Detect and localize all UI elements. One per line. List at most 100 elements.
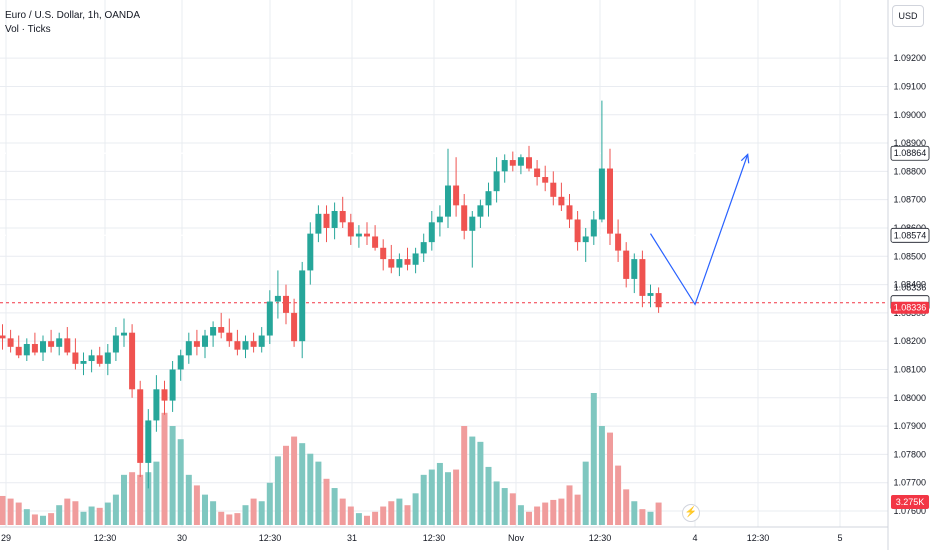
volume-bar[interactable] bbox=[23, 509, 30, 525]
candle-body[interactable] bbox=[291, 312, 298, 342]
volume-bar[interactable] bbox=[323, 478, 330, 525]
candle-body[interactable] bbox=[493, 171, 500, 192]
candle-body[interactable] bbox=[72, 352, 79, 364]
candle-body[interactable] bbox=[574, 219, 581, 243]
volume-bar[interactable] bbox=[64, 498, 71, 525]
candle-body[interactable] bbox=[88, 355, 95, 361]
volume-bar[interactable] bbox=[202, 494, 208, 525]
volume-bar[interactable] bbox=[56, 505, 63, 525]
candle-body[interactable] bbox=[558, 196, 565, 206]
candle-body[interactable] bbox=[258, 335, 265, 347]
candle-body[interactable] bbox=[655, 293, 662, 308]
candle-body[interactable] bbox=[283, 295, 289, 313]
volume-bar[interactable] bbox=[129, 472, 136, 525]
volume-bar[interactable] bbox=[550, 499, 557, 525]
candle-body[interactable] bbox=[250, 341, 257, 347]
volume-bar[interactable] bbox=[169, 426, 176, 525]
plot-background[interactable] bbox=[0, 0, 888, 527]
candle-body[interactable] bbox=[104, 352, 111, 364]
volume-bar[interactable] bbox=[145, 472, 152, 525]
volume-bar[interactable] bbox=[218, 511, 225, 525]
volume-bar[interactable] bbox=[615, 465, 622, 525]
candle-body[interactable] bbox=[193, 341, 200, 347]
candle-body[interactable] bbox=[31, 344, 38, 353]
volume-bar[interactable] bbox=[48, 513, 55, 525]
volume-bar[interactable] bbox=[574, 494, 581, 525]
volume-bar[interactable] bbox=[355, 513, 362, 525]
volume-bar[interactable] bbox=[655, 502, 662, 525]
candle-body[interactable] bbox=[274, 295, 281, 302]
volume-bar[interactable] bbox=[299, 443, 306, 525]
volume-bar[interactable] bbox=[493, 481, 500, 525]
volume-bar[interactable] bbox=[631, 501, 638, 525]
volume-bar[interactable] bbox=[177, 439, 184, 525]
volume-bar[interactable] bbox=[428, 469, 435, 525]
candle-body[interactable] bbox=[380, 247, 387, 260]
projection-arrow-line[interactable] bbox=[649, 154, 749, 306]
candle-body[interactable] bbox=[112, 335, 119, 353]
volume-bar[interactable] bbox=[607, 432, 613, 525]
volume-bar[interactable] bbox=[453, 469, 460, 525]
candle-body[interactable] bbox=[121, 332, 127, 336]
candle-body[interactable] bbox=[598, 168, 605, 220]
volume-bar[interactable] bbox=[534, 506, 541, 525]
candle-body[interactable] bbox=[299, 270, 306, 342]
candle-body[interactable] bbox=[202, 335, 208, 347]
candle-body[interactable] bbox=[347, 222, 354, 237]
volume-bar[interactable] bbox=[112, 494, 119, 525]
volume-bar[interactable] bbox=[436, 462, 443, 525]
candle-body[interactable] bbox=[323, 213, 330, 228]
volume-bar[interactable] bbox=[242, 505, 249, 525]
volume-bar[interactable] bbox=[258, 501, 265, 525]
volume-bar[interactable] bbox=[153, 461, 160, 525]
candle-body[interactable] bbox=[615, 233, 622, 251]
currency-button[interactable]: USD bbox=[892, 5, 924, 27]
candle-body[interactable] bbox=[56, 338, 63, 347]
candle-body[interactable] bbox=[550, 182, 557, 197]
candle-body[interactable] bbox=[307, 233, 314, 271]
volume-bar[interactable] bbox=[88, 506, 95, 525]
candle-body[interactable] bbox=[210, 327, 217, 336]
candle-body[interactable] bbox=[526, 157, 532, 169]
volume-bar[interactable] bbox=[283, 445, 289, 525]
volume-bar[interactable] bbox=[121, 474, 127, 525]
volume-bar[interactable] bbox=[590, 393, 597, 525]
volume-bar[interactable] bbox=[623, 489, 630, 525]
candle-body[interactable] bbox=[590, 219, 597, 237]
volume-bar[interactable] bbox=[331, 488, 338, 525]
candle-body[interactable] bbox=[631, 259, 638, 279]
candle-body[interactable] bbox=[404, 259, 411, 265]
volume-bar[interactable] bbox=[566, 485, 573, 525]
volume-bar[interactable] bbox=[396, 498, 403, 525]
candle-body[interactable] bbox=[647, 293, 654, 296]
candle-body[interactable] bbox=[607, 168, 613, 234]
candle-body[interactable] bbox=[364, 233, 370, 237]
volume-bar[interactable] bbox=[137, 474, 144, 525]
candle-body[interactable] bbox=[639, 259, 646, 296]
volume-bar[interactable] bbox=[96, 507, 103, 525]
volume-bar[interactable] bbox=[461, 426, 468, 525]
candle-body[interactable] bbox=[412, 253, 419, 265]
volume-bar[interactable] bbox=[372, 511, 379, 525]
candle-body[interactable] bbox=[23, 344, 30, 356]
candle-body[interactable] bbox=[7, 338, 14, 347]
volume-bar[interactable] bbox=[364, 515, 370, 525]
candle-body[interactable] bbox=[436, 216, 443, 223]
volume-bar[interactable] bbox=[234, 513, 241, 525]
volume-bar[interactable] bbox=[250, 498, 257, 525]
volume-bar[interactable] bbox=[388, 501, 395, 525]
candle-body[interactable] bbox=[177, 355, 184, 370]
volume-bar[interactable] bbox=[7, 498, 14, 525]
candle-body[interactable] bbox=[372, 236, 379, 248]
candle-body[interactable] bbox=[420, 242, 427, 254]
volume-bar[interactable] bbox=[72, 501, 79, 525]
volume-bar[interactable] bbox=[31, 514, 38, 525]
volume-bar[interactable] bbox=[315, 461, 322, 525]
candle-body[interactable] bbox=[129, 332, 136, 390]
volume-bar[interactable] bbox=[80, 511, 87, 525]
candle-body[interactable] bbox=[469, 216, 476, 231]
volume-bar[interactable] bbox=[420, 474, 427, 525]
candle-body[interactable] bbox=[315, 213, 322, 234]
